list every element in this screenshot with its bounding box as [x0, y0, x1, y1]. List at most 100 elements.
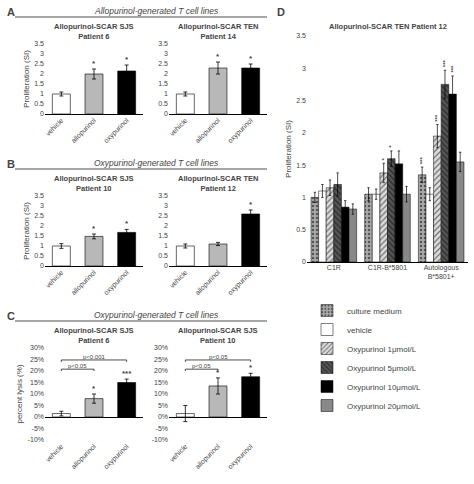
svg-text:*: *	[216, 52, 220, 61]
svg-text:-10%: -10%	[152, 436, 168, 443]
svg-text:2: 2	[164, 70, 168, 77]
svg-text:Oxypurinol 20μmol/L: Oxypurinol 20μmol/L	[347, 402, 421, 411]
svg-text:-5%: -5%	[32, 425, 44, 432]
svg-text:0.5: 0.5	[34, 100, 44, 107]
svg-text:10%: 10%	[30, 390, 44, 397]
svg-text:A: A	[7, 6, 15, 18]
svg-text:2.5: 2.5	[158, 60, 168, 67]
svg-text:Oxypurinol 10μmol/L: Oxypurinol 10μmol/L	[347, 383, 421, 392]
svg-text:C: C	[7, 310, 15, 322]
svg-text:allopurinol: allopurinol	[194, 442, 223, 471]
svg-text:1.5: 1.5	[34, 232, 44, 239]
svg-text:0%: 0%	[34, 413, 44, 420]
svg-text:Oxypurinol 5μmol/L: Oxypurinol 5μmol/L	[347, 364, 417, 373]
svg-text:Proliferation (SI): Proliferation (SI)	[284, 120, 293, 178]
svg-text:*: *	[216, 368, 220, 377]
svg-text:3: 3	[40, 50, 44, 57]
svg-text:Allopurinol-SCAR SJSPatient 10: Allopurinol-SCAR SJSPatient 10	[178, 326, 258, 345]
svg-text:0.5: 0.5	[158, 252, 168, 259]
svg-text:***: ***	[419, 157, 425, 165]
svg-text:20%: 20%	[30, 367, 44, 374]
svg-text:5%: 5%	[158, 402, 168, 409]
svg-text:2: 2	[40, 70, 44, 77]
svg-text:2.5: 2.5	[296, 97, 306, 104]
svg-text:3.5: 3.5	[158, 40, 168, 47]
svg-text:25%: 25%	[154, 356, 168, 363]
svg-text:30%: 30%	[154, 344, 168, 351]
svg-text:1: 1	[164, 90, 168, 97]
svg-text:1.5: 1.5	[158, 232, 168, 239]
svg-text:vehicle: vehicle	[168, 443, 188, 463]
svg-text:oxypurinol: oxypurinol	[102, 116, 131, 145]
svg-text:0: 0	[164, 262, 168, 269]
svg-text:vehicle: vehicle	[44, 117, 64, 137]
svg-text:*: *	[125, 219, 129, 228]
svg-text:Oxypurinol-generated T cell li: Oxypurinol-generated T cell lines	[94, 158, 219, 168]
svg-text:Allopurinol-SCAR SJSPatient 6: Allopurinol-SCAR SJSPatient 6	[54, 22, 134, 41]
svg-text:vehicle: vehicle	[347, 326, 372, 335]
svg-text:*: *	[381, 157, 387, 160]
svg-text:0: 0	[302, 258, 306, 265]
svg-text:oxypurinol: oxypurinol	[102, 442, 131, 471]
svg-text:3.5: 3.5	[34, 192, 44, 199]
svg-text:3.5: 3.5	[158, 192, 168, 199]
svg-text:p<0.05: p<0.05	[192, 363, 211, 369]
svg-text:-10%: -10%	[28, 436, 44, 443]
svg-text:*: *	[388, 145, 394, 148]
svg-text:Oxypurinol 1μmol/L: Oxypurinol 1μmol/L	[347, 345, 417, 354]
svg-text:allopurinol: allopurinol	[70, 116, 99, 145]
svg-text:***: ***	[450, 65, 456, 73]
svg-text:3: 3	[40, 202, 44, 209]
svg-text:1.5: 1.5	[296, 162, 306, 169]
svg-text:*: *	[249, 363, 253, 372]
svg-text:2: 2	[302, 129, 306, 136]
svg-text:Allopurinol-SCAR TEN Patient 1: Allopurinol-SCAR TEN Patient 12	[329, 22, 447, 31]
svg-text:1: 1	[164, 242, 168, 249]
svg-text:0.5: 0.5	[34, 252, 44, 259]
svg-text:2.5: 2.5	[34, 212, 44, 219]
svg-text:1.5: 1.5	[34, 80, 44, 87]
svg-text:2.5: 2.5	[158, 212, 168, 219]
svg-text:Oxypurinol-generated T cell li: Oxypurinol-generated T cell lines	[94, 310, 219, 320]
svg-text:5%: 5%	[34, 402, 44, 409]
svg-text:allopurinol: allopurinol	[70, 268, 99, 297]
svg-text:allopurinol: allopurinol	[70, 442, 99, 471]
svg-text:3.5: 3.5	[34, 40, 44, 47]
svg-text:C1R-B*5801: C1R-B*5801	[368, 264, 407, 271]
svg-text:vehicle: vehicle	[168, 269, 188, 289]
svg-text:oxypurinol: oxypurinol	[226, 116, 255, 145]
svg-text:percent lysis (%): percent lysis (%)	[15, 364, 24, 423]
svg-text:Proliferation (SI): Proliferation (SI)	[22, 50, 31, 108]
svg-text:Allopurinol-SCAR TENPatient 12: Allopurinol-SCAR TENPatient 12	[178, 174, 258, 193]
svg-text:oxypurinol: oxypurinol	[102, 268, 131, 297]
svg-text:*: *	[125, 55, 129, 64]
svg-text:***: ***	[122, 369, 132, 378]
svg-text:*: *	[92, 224, 96, 233]
svg-text:C1R: C1R	[327, 264, 341, 271]
svg-text:2: 2	[164, 222, 168, 229]
svg-text:p<0.05: p<0.05	[209, 354, 228, 360]
svg-text:p<0.001: p<0.001	[83, 354, 106, 360]
svg-text:oxypurinol: oxypurinol	[226, 268, 255, 297]
svg-text:allopurinol: allopurinol	[194, 116, 223, 145]
svg-text:*: *	[92, 59, 96, 68]
svg-text:*: *	[249, 54, 253, 63]
svg-text:Allopurinol-SCAR SJSPatient 10: Allopurinol-SCAR SJSPatient 10	[54, 174, 134, 193]
svg-text:30%: 30%	[30, 344, 44, 351]
svg-text:10%: 10%	[154, 390, 168, 397]
svg-text:0: 0	[40, 110, 44, 117]
svg-text:1: 1	[40, 90, 44, 97]
svg-text:Proliferation (SI): Proliferation (SI)	[22, 202, 31, 260]
svg-text:oxypurinol: oxypurinol	[226, 442, 255, 471]
svg-text:D: D	[277, 6, 285, 18]
svg-text:p<0.05: p<0.05	[68, 363, 87, 369]
svg-text:vehicle: vehicle	[168, 117, 188, 137]
svg-text:culture medium: culture medium	[347, 307, 402, 316]
svg-text:Allopurinol-SCAR SJSPatient 6: Allopurinol-SCAR SJSPatient 6	[54, 326, 134, 345]
svg-text:***: ***	[434, 114, 440, 122]
svg-text:3: 3	[164, 202, 168, 209]
svg-text:0.5: 0.5	[158, 100, 168, 107]
svg-text:20%: 20%	[154, 367, 168, 374]
svg-text:0: 0	[40, 262, 44, 269]
svg-text:-5%: -5%	[156, 425, 168, 432]
